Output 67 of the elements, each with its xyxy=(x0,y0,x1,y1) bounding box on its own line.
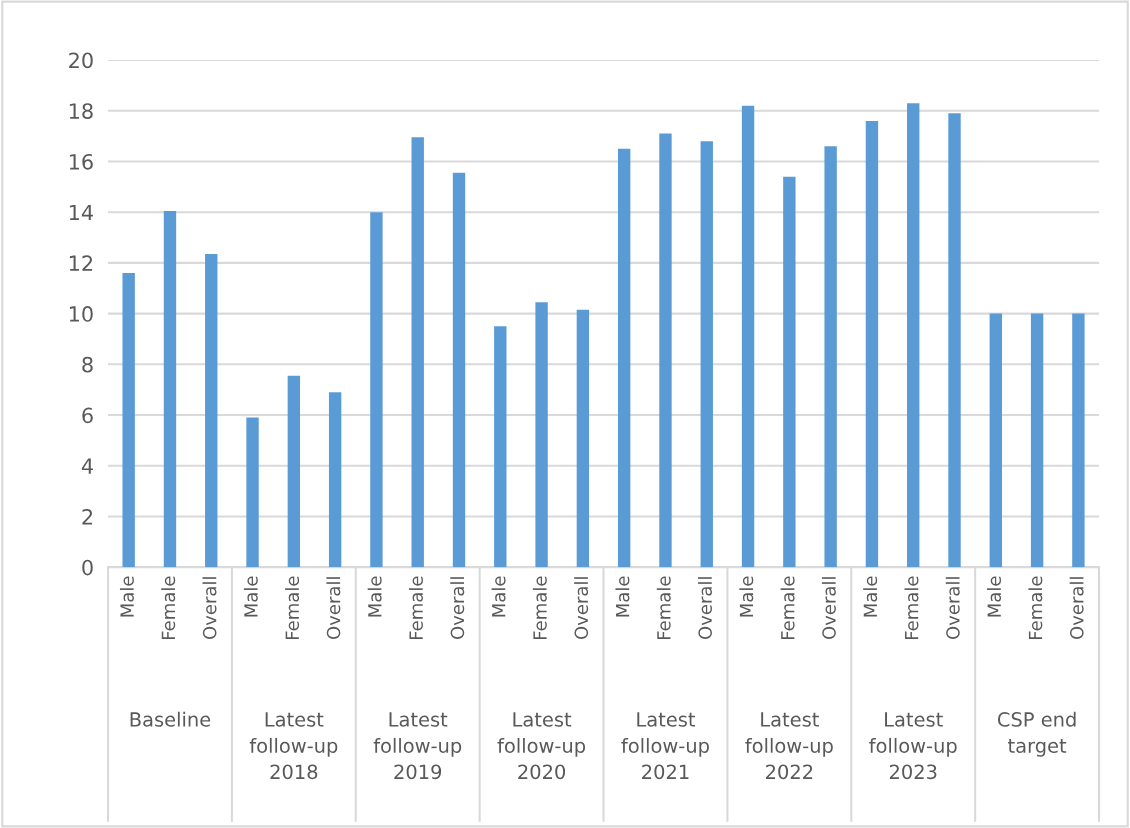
x-tick-label: Overall xyxy=(1069,577,1084,640)
bar xyxy=(783,176,796,568)
text: CSP end target xyxy=(997,711,1076,757)
y-tick-label: 2 xyxy=(82,508,93,525)
bar xyxy=(287,375,301,568)
y-tick-label: 4 xyxy=(81,458,93,474)
y-tick-label: 10 xyxy=(69,306,93,322)
x-tick-label: Male xyxy=(119,576,134,617)
x-tick-label: Overall xyxy=(698,577,712,640)
x-tick-label: Male xyxy=(615,576,630,617)
x-tick-label: Female xyxy=(780,576,795,640)
x-tick-label: Male xyxy=(491,576,506,617)
bar xyxy=(328,392,342,568)
bar xyxy=(1072,313,1085,568)
bar xyxy=(617,148,631,568)
x-tick-label: Female xyxy=(285,576,300,640)
x-tick-label: Female xyxy=(656,576,671,640)
x-tick-label: Male xyxy=(367,576,382,617)
x-tick-label: Overall xyxy=(945,577,960,640)
y-tick-label: 12 xyxy=(69,255,93,271)
x-tick-label: Female xyxy=(532,576,547,640)
y-tick-label: 16 xyxy=(69,153,93,170)
x-tick-label: Overall xyxy=(326,577,341,640)
bar xyxy=(948,113,961,568)
bar xyxy=(989,313,1002,568)
bar xyxy=(452,172,466,568)
bar xyxy=(865,120,879,568)
text: Latest follow-up 2023 xyxy=(869,712,957,780)
bar xyxy=(122,273,135,568)
bar xyxy=(907,103,920,568)
bar xyxy=(535,302,548,568)
text: Latest follow-up 2021 xyxy=(621,712,709,780)
x-tick-label: Male xyxy=(863,576,878,617)
y-tick-label: 6 xyxy=(82,407,93,424)
x-tick-label: Male xyxy=(987,576,1002,617)
x-tick-label: Female xyxy=(1028,576,1043,640)
bar xyxy=(163,210,177,568)
bar xyxy=(246,417,259,568)
x-tick-label: Overall xyxy=(450,577,465,640)
x-tick-label: Male xyxy=(739,576,754,617)
bar xyxy=(824,146,837,568)
x-tick-label: Overall xyxy=(574,577,589,640)
bar xyxy=(411,137,424,568)
bar xyxy=(741,105,755,568)
x-tick-label: Overall xyxy=(821,577,836,640)
text: Latest follow-up 2018 xyxy=(249,712,338,780)
x-tick-label: Female xyxy=(408,576,423,640)
y-tick-label: 14 xyxy=(69,204,93,221)
x-tick-label: Female xyxy=(161,576,176,640)
bar xyxy=(1030,313,1044,568)
bar xyxy=(659,133,672,568)
bar xyxy=(205,254,218,568)
text: Latest follow-up 2022 xyxy=(745,712,833,780)
y-tick-label: 18 xyxy=(69,103,93,119)
bar xyxy=(700,141,713,568)
text: Latest follow-up 2019 xyxy=(373,712,462,780)
y-tick-label: 20 xyxy=(69,52,93,69)
y-tick-label: 8 xyxy=(82,356,93,373)
bar xyxy=(370,212,383,568)
y-tick-label: 0 xyxy=(82,559,93,576)
text: Latest follow-up 2020 xyxy=(497,712,586,780)
bar xyxy=(576,309,590,568)
x-tick-label: Male xyxy=(243,576,258,617)
text: Baseline xyxy=(130,711,211,727)
x-tick-label: Overall xyxy=(202,577,217,640)
x-tick-label: Female xyxy=(904,576,919,640)
bar xyxy=(494,326,507,568)
